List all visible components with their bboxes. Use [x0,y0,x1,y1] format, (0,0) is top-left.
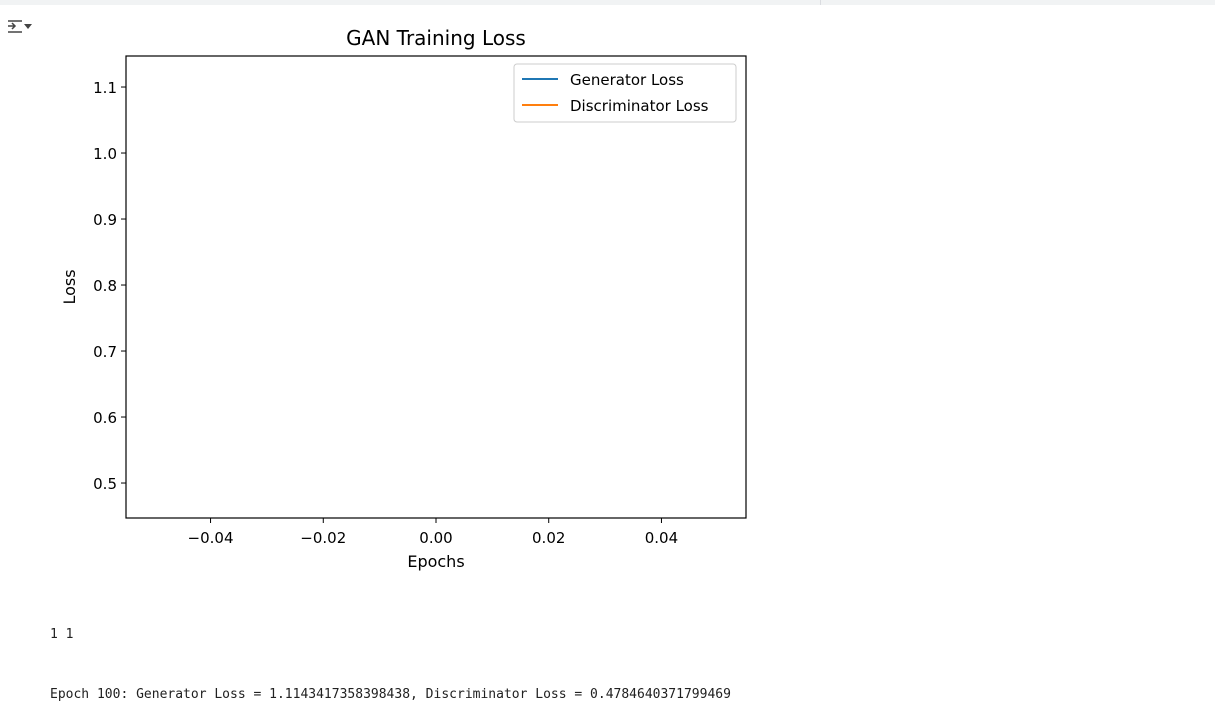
legend-label: Generator Loss [570,71,684,89]
x-axis-ticks: −0.04 −0.02 0.00 0.02 0.04 [188,518,678,547]
cell-top-bar [0,0,1215,5]
y-tick-label: 0.8 [93,277,117,295]
cell-output: 1 1 Epoch 100: Generator Loss = 1.114341… [50,585,1150,725]
y-tick-label: 1.0 [93,145,117,163]
y-tick-label: 0.5 [93,475,117,493]
loss-chart: GAN Training Loss 0.5 0.6 0.7 0.8 0.9 1.0 1.1 … [40,20,780,580]
collapse-output-icon[interactable] [5,15,33,43]
y-tick-label: 0.7 [93,343,117,361]
x-tick-label: −0.04 [188,529,234,547]
output-line: Epoch 100: Generator Loss = 1.1143417358… [50,687,731,702]
y-axis-ticks: 0.5 0.6 0.7 0.8 0.9 1.0 1.1 [93,79,126,493]
chart-svg: GAN Training Loss 0.50.60.70.80.91.01.1 … [60,26,747,571]
y-axis-label: Loss [60,269,79,304]
x-tick-label: 0.02 [532,529,565,547]
plot-area [125,55,747,519]
legend-label: Discriminator Loss [570,97,709,115]
chart-title: GAN Training Loss [346,26,526,50]
y-tick-label: 1.1 [93,79,117,97]
x-tick-label: 0.00 [419,529,452,547]
legend-box [513,63,737,123]
toolbar-divider [820,0,821,5]
output-line: 1 1 [50,627,74,642]
y-tick-label: 0.9 [93,211,117,229]
x-tick-label: 0.04 [645,529,678,547]
y-tick-label: 0.6 [93,409,117,427]
chart-legend: Generator Loss Discriminator Loss [513,63,737,123]
x-axis-label: Epochs [407,552,464,571]
x-tick-label: −0.02 [300,529,346,547]
